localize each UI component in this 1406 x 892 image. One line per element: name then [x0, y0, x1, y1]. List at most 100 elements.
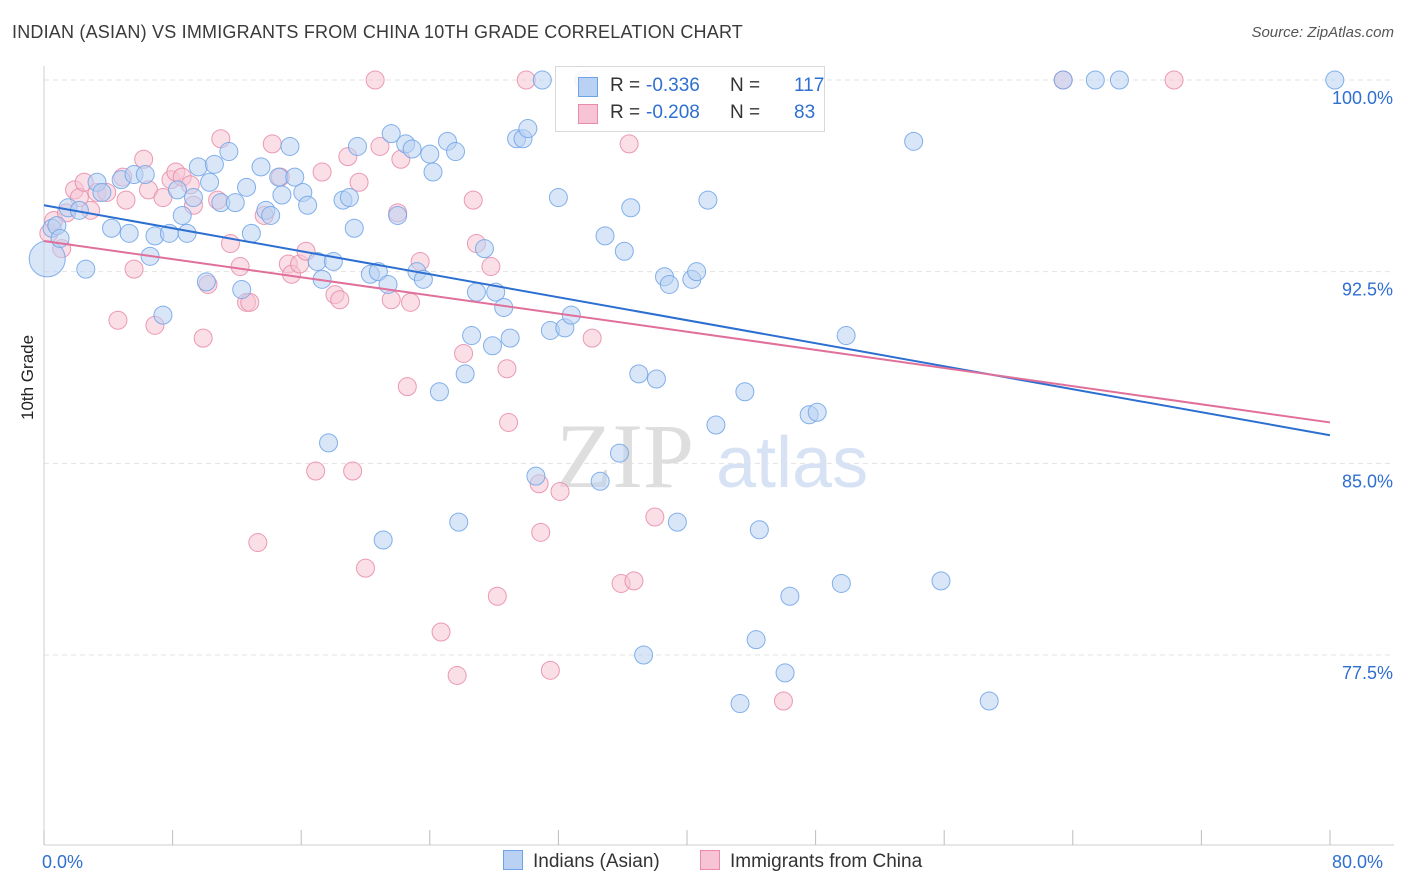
indian-point	[1325, 70, 1345, 90]
china-point	[463, 190, 483, 210]
indian-point	[280, 136, 300, 156]
china-point	[487, 586, 507, 606]
china-point	[124, 259, 144, 279]
gridlines	[44, 79, 1394, 656]
china-trend-line	[43, 240, 1331, 424]
indian-point	[462, 326, 482, 346]
china-point	[343, 461, 363, 481]
indian-point	[730, 694, 750, 714]
indian-point	[687, 262, 707, 282]
indian-point	[76, 259, 96, 279]
indian-point	[368, 262, 388, 282]
china-point	[540, 660, 560, 680]
china-point	[397, 377, 417, 397]
legend-n-value-china: 83	[794, 102, 816, 123]
china-point	[773, 691, 793, 711]
legend-n-value-indian: 117	[794, 75, 825, 96]
legend-r-label: R =	[610, 102, 641, 123]
indian-point	[807, 402, 827, 422]
indian-point	[92, 182, 112, 202]
indian-point	[219, 142, 239, 162]
indian-point	[449, 512, 469, 532]
china-point	[645, 507, 665, 527]
indian-point	[931, 571, 951, 591]
china-point	[624, 571, 644, 591]
indian-point	[225, 193, 245, 213]
indian-point	[500, 328, 520, 348]
indian-point	[429, 382, 449, 402]
indian-point	[402, 139, 422, 159]
indian-point	[298, 195, 318, 215]
legend-r-label: R =	[610, 75, 641, 96]
china-point	[1164, 70, 1184, 90]
indian-point	[241, 223, 261, 243]
legend-r-value-indian: -0.336	[646, 75, 700, 96]
china-point	[401, 292, 421, 312]
china-point	[499, 412, 519, 432]
indian-point	[261, 205, 281, 225]
china-point	[116, 190, 136, 210]
legend-r-value-china: -0.208	[646, 102, 700, 123]
y-axis-label: 10th Grade	[18, 334, 37, 420]
indian-point	[319, 433, 339, 453]
indian-point	[904, 131, 924, 151]
bottom-legend-swatch-indian	[503, 850, 523, 870]
axes	[43, 66, 1394, 846]
china-point	[431, 622, 451, 642]
indian-point	[420, 144, 440, 164]
china-point	[481, 257, 501, 277]
indian-point	[272, 185, 292, 205]
indian-point	[347, 136, 367, 156]
china-point	[381, 290, 401, 310]
china-point	[330, 290, 350, 310]
series-indian-points	[28, 70, 1345, 714]
indian-point	[177, 223, 197, 243]
indian-point	[388, 205, 408, 225]
legend-swatch-china	[578, 104, 598, 124]
china-point	[531, 522, 551, 542]
china-point	[349, 172, 369, 192]
indian-point	[135, 165, 155, 185]
china-point	[193, 328, 213, 348]
indian-point	[667, 512, 687, 532]
indian-point	[659, 274, 679, 294]
bottom-legend-label-indian: Indians (Asian)	[533, 851, 660, 872]
china-point	[550, 481, 570, 501]
indian-point	[526, 466, 546, 486]
indian-point	[609, 443, 629, 463]
china-point	[262, 134, 282, 154]
indian-point	[204, 154, 224, 174]
china-point	[447, 665, 467, 685]
indian-point	[1085, 70, 1105, 90]
indian-point	[482, 336, 502, 356]
stats-legend: R = -0.336 N = 117 R = -0.208 N = 83	[555, 66, 825, 132]
indian-point	[196, 272, 216, 292]
indian-point	[251, 157, 271, 177]
indian-point	[780, 586, 800, 606]
china-point	[370, 136, 390, 156]
indian-point	[735, 382, 755, 402]
indian-point	[621, 198, 641, 218]
watermark-atlas: atlas	[716, 423, 868, 503]
indian-point	[698, 190, 718, 210]
y-tick-label: 100.0%	[1332, 88, 1393, 108]
indian-point	[446, 142, 466, 162]
indian-point	[373, 530, 393, 550]
indian-point	[590, 471, 610, 491]
y-tick-label: 77.5%	[1342, 663, 1393, 683]
indian-point	[746, 630, 766, 650]
china-point	[248, 533, 268, 553]
indian-trend-line	[43, 204, 1331, 437]
bottom-legend-china: Immigrants from China	[700, 850, 922, 873]
china-point	[365, 70, 385, 90]
indian-point	[237, 177, 257, 197]
indian-point	[172, 205, 192, 225]
china-point	[582, 328, 602, 348]
indian-point	[749, 520, 769, 540]
china-point	[108, 310, 128, 330]
china-point	[230, 257, 250, 277]
y-tick-label: 85.0%	[1342, 471, 1393, 491]
source-label: Source: ZipAtlas.com	[1251, 24, 1394, 41]
indian-point	[466, 282, 486, 302]
